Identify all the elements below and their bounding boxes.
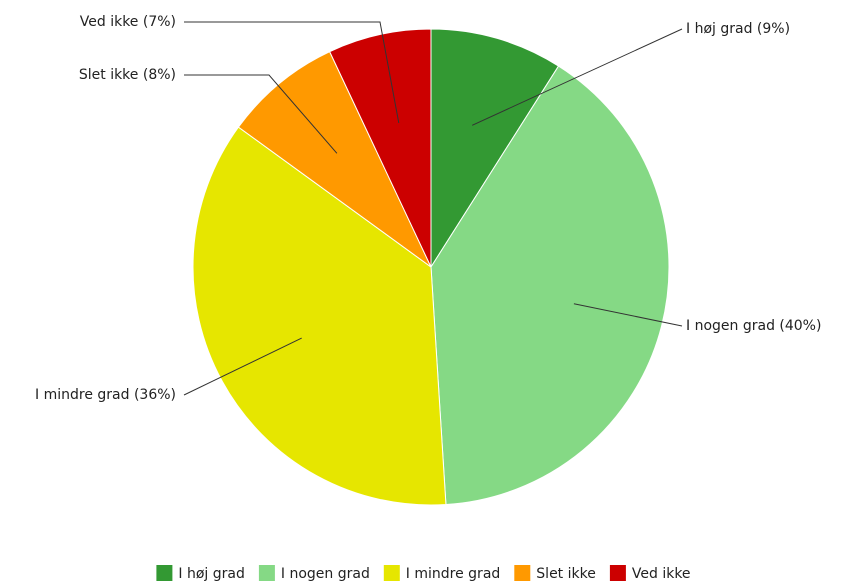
legend-label-i-hoej-grad: I høj grad: [178, 566, 244, 582]
slice-label-i-mindre-grad: I mindre grad (36%): [35, 387, 176, 403]
legend-swatch-i-hoej-grad: [156, 565, 172, 581]
pie-slices: [193, 29, 669, 505]
slice-label-ved-ikke: Ved ikke (7%): [80, 14, 176, 30]
legend-label-i-mindre-grad: I mindre grad: [406, 566, 501, 582]
legend-label-slet-ikke: Slet ikke: [536, 566, 596, 582]
legend-swatch-ved-ikke: [610, 565, 626, 581]
legend-label-i-nogen-grad: I nogen grad: [281, 566, 370, 582]
legend-label-ved-ikke: Ved ikke: [632, 566, 691, 582]
legend-swatch-slet-ikke: [514, 565, 530, 581]
legend: I høj grad I nogen grad I mindre grad Slet …: [156, 565, 690, 582]
slice-label-i-nogen-grad: I nogen grad (40%): [686, 318, 821, 334]
slice-label-slet-ikke: Slet ikke (8%): [79, 67, 176, 83]
legend-swatch-i-mindre-grad: [384, 565, 400, 581]
slice-label-i-hoej-grad: I høj grad (9%): [686, 21, 790, 37]
legend-swatch-i-nogen-grad: [259, 565, 275, 581]
